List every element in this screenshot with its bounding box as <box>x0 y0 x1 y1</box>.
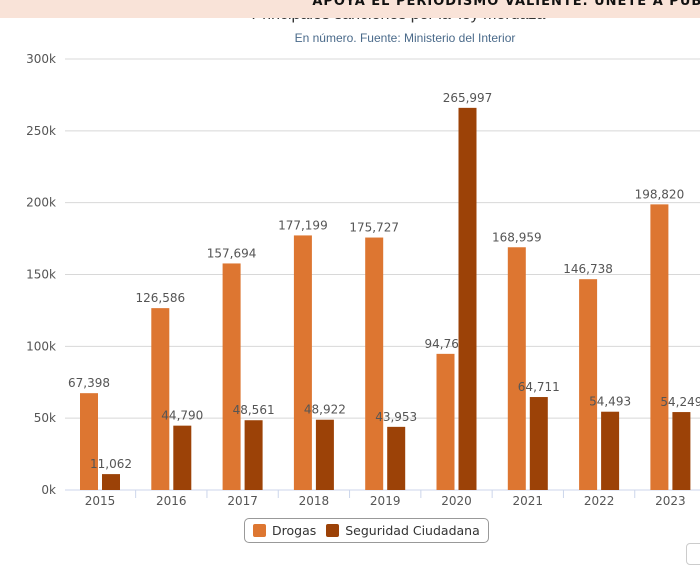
bar-drogas[interactable] <box>151 308 170 490</box>
bar-drogas[interactable] <box>365 237 384 490</box>
legend-item-drogas[interactable]: Drogas <box>253 523 316 538</box>
data-label: 48,922 <box>304 403 346 417</box>
data-label: 67,398 <box>68 376 110 390</box>
banner-text: APOYA EL PERIODISMO VALIENTE. ÚNETE A PÚ… <box>312 0 700 9</box>
y-tick-label: 100k <box>26 339 56 353</box>
data-label: 54,249 <box>660 395 700 409</box>
y-tick-label: 250k <box>26 124 56 138</box>
bar-drogas[interactable] <box>293 235 312 490</box>
bar-drogas[interactable] <box>579 279 598 490</box>
data-label: 168,959 <box>492 230 542 244</box>
legend: Drogas Seguridad Ciudadana <box>244 518 489 543</box>
legend-label: Drogas <box>272 523 317 538</box>
bar-seguridad[interactable] <box>244 420 263 490</box>
y-tick-label: 150k <box>26 268 56 282</box>
legend-label: Seguridad Ciudadana <box>345 523 480 538</box>
data-label: 175,727 <box>349 221 399 235</box>
bar-chart: 0k 50k 100k 150k 200k 250k 300k 2015 67,398 11,06… <box>26 52 700 508</box>
bar-drogas[interactable] <box>222 263 241 490</box>
bar-seguridad[interactable] <box>315 419 334 490</box>
data-label: 177,199 <box>278 218 328 232</box>
bar-seguridad[interactable] <box>672 412 691 490</box>
y-tick-label: 0k <box>41 483 56 497</box>
bar-seguridad[interactable] <box>102 474 120 490</box>
x-tick-label: 2019 <box>370 494 401 508</box>
y-tick-label: 50k <box>34 411 56 425</box>
data-label: 48,561 <box>233 403 275 417</box>
x-tick-label: 2015 <box>85 494 116 508</box>
data-label: 11,062 <box>90 457 132 471</box>
chart-subtitle: En número. Fuente: Ministerio del Interi… <box>294 31 516 45</box>
chart-menu-button[interactable] <box>686 543 700 565</box>
bar-seguridad[interactable] <box>387 426 406 490</box>
x-tick-label: 2020 <box>441 494 472 508</box>
data-label: 54,493 <box>589 395 631 409</box>
bar-seguridad[interactable] <box>458 107 477 490</box>
bar-drogas[interactable] <box>80 393 98 490</box>
data-label: 43,953 <box>375 410 417 424</box>
data-label: 265,997 <box>443 91 493 105</box>
bar-drogas[interactable] <box>507 247 526 490</box>
y-tick-label: 300k <box>26 52 56 66</box>
data-label: 157,694 <box>207 246 257 260</box>
bar-drogas[interactable] <box>436 353 455 490</box>
legend-item-seguridad[interactable]: Seguridad Ciudadana <box>326 523 480 538</box>
data-label: 64,711 <box>518 380 560 394</box>
x-tick-label: 2017 <box>227 494 258 508</box>
bar-seguridad[interactable] <box>173 425 192 490</box>
support-banner[interactable]: APOYA EL PERIODISMO VALIENTE. ÚNETE A PÚ… <box>0 0 700 18</box>
x-tick-label: 2023 <box>655 494 686 508</box>
y-tick-label: 200k <box>26 196 56 210</box>
data-label: 94,765 <box>425 337 467 351</box>
legend-swatch <box>326 524 340 537</box>
bar-seguridad[interactable] <box>601 411 620 490</box>
x-tick-label: 2022 <box>584 494 615 508</box>
x-tick-label: 2018 <box>299 494 330 508</box>
x-tick-label: 2021 <box>513 494 544 508</box>
data-label: 198,820 <box>635 187 685 201</box>
data-label: 44,790 <box>161 409 203 423</box>
legend-swatch <box>253 524 266 537</box>
data-label: 146,738 <box>563 262 613 276</box>
data-label: 126,586 <box>135 291 185 305</box>
x-tick-label: 2016 <box>156 494 187 508</box>
bar-seguridad[interactable] <box>529 397 548 490</box>
bar-drogas[interactable] <box>650 204 669 490</box>
